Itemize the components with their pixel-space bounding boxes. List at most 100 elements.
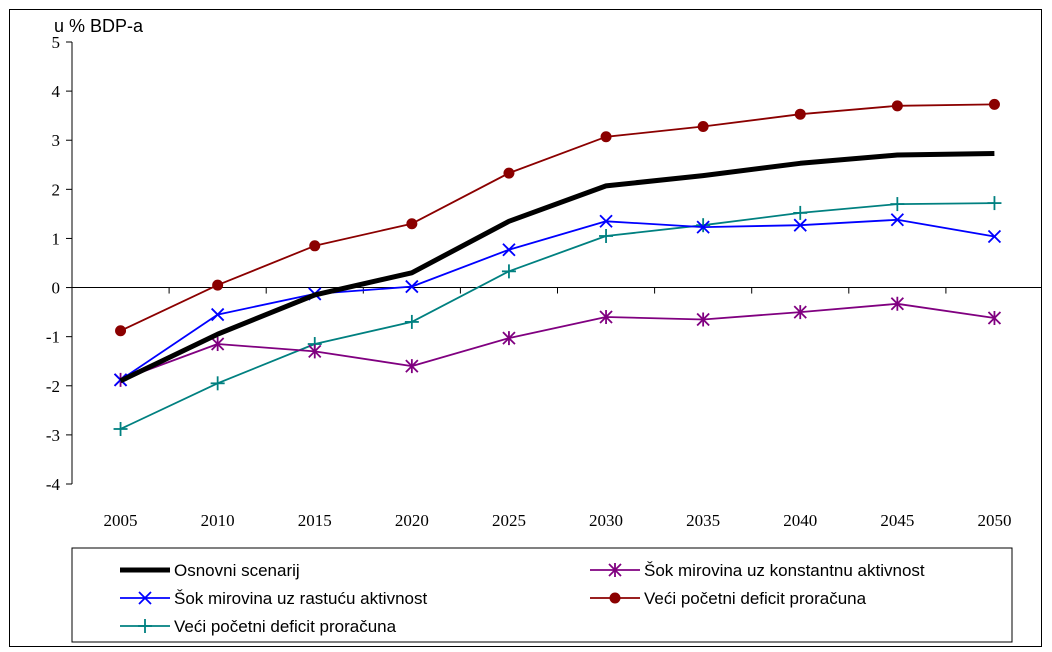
legend-item: Šok mirovina uz rastuću aktivnost <box>120 589 427 608</box>
data-point <box>113 421 128 436</box>
data-point <box>503 167 515 179</box>
x-tick-label: 2035 <box>686 511 720 530</box>
data-point <box>696 312 710 327</box>
data-point <box>987 311 1002 326</box>
legend-item: Veći početni deficit proračuna <box>590 589 867 608</box>
data-point <box>891 100 903 112</box>
point-marker <box>697 120 709 132</box>
series-4 <box>115 98 1000 337</box>
data-point <box>608 563 622 577</box>
series-3 <box>113 213 1002 387</box>
data-point <box>309 240 321 252</box>
point-marker <box>405 279 419 294</box>
x-tick-label: 2005 <box>104 511 138 530</box>
data-point <box>502 331 516 346</box>
x-tick-label: 2015 <box>298 511 332 530</box>
series-line <box>119 151 995 384</box>
point-marker <box>502 243 516 257</box>
y-tick-label: 2 <box>52 180 61 199</box>
x-tick-label: 2045 <box>880 511 914 530</box>
series-line <box>120 202 995 430</box>
data-point <box>210 376 225 391</box>
data-point <box>599 310 613 325</box>
data-point <box>793 305 807 320</box>
point-marker <box>609 592 621 604</box>
legend-item: Veći početni deficit proračuna <box>120 617 397 636</box>
data-point <box>696 218 711 233</box>
point-marker <box>696 220 710 234</box>
legend: Osnovni scenarij Šok mirovina uz konstant… <box>71 547 1013 643</box>
data-point <box>405 279 419 294</box>
y-tick-label: 3 <box>52 131 61 150</box>
data-point <box>793 218 807 232</box>
unit-label: u % BDP-a <box>54 16 144 36</box>
point-marker <box>212 279 224 291</box>
axes: u % BDP-a 5 4 3 2 1 0 -1 -2 -3 -4 2005 2010 2015 2020… <box>46 16 1041 530</box>
y-tick-label: -3 <box>46 426 60 445</box>
data-point <box>890 197 905 212</box>
series-2 <box>113 296 1002 387</box>
data-point <box>987 229 1002 244</box>
point-marker <box>988 98 1000 110</box>
y-tick-label: 4 <box>52 82 61 101</box>
point-marker <box>115 325 127 337</box>
point-marker <box>599 214 613 228</box>
data-point <box>890 213 904 227</box>
y-tick-label: 0 <box>52 279 61 298</box>
legend-label: Veći početni deficit proračuna <box>644 589 867 608</box>
y-tick-label: 5 <box>52 33 61 52</box>
point-marker <box>406 218 418 230</box>
x-tick-label: 2010 <box>201 511 235 530</box>
data-point <box>890 296 904 311</box>
data-point <box>609 592 621 604</box>
data-point <box>405 359 419 374</box>
series-layer <box>113 98 1002 436</box>
data-point <box>599 228 614 243</box>
line-chart: u % BDP-a 5 4 3 2 1 0 -1 -2 -3 -4 2005 2010 2015 2020… <box>46 16 1041 643</box>
series-5 <box>113 196 1002 436</box>
point-marker <box>987 229 1002 244</box>
series-line <box>119 218 995 381</box>
data-point <box>987 196 1002 211</box>
data-point <box>211 307 225 322</box>
data-point <box>502 243 516 257</box>
point-marker <box>890 213 904 227</box>
x-tick-label: 2030 <box>589 511 623 530</box>
legend-label: Veći početni deficit proračuna <box>174 617 397 636</box>
data-point <box>406 218 418 230</box>
point-marker <box>600 131 612 143</box>
data-point <box>696 220 710 234</box>
point-marker <box>211 307 225 322</box>
data-point <box>794 108 806 120</box>
data-point <box>138 619 152 633</box>
y-tick-label: -2 <box>46 377 60 396</box>
legend-box <box>71 547 1013 643</box>
chart-frame: u % BDP-a 5 4 3 2 1 0 -1 -2 -3 -4 2005 2010 2015 2020… <box>9 9 1042 647</box>
series-1 <box>119 151 995 384</box>
x-tick-label: 2020 <box>395 511 429 530</box>
data-point <box>600 131 612 143</box>
data-point <box>501 264 516 279</box>
point-marker <box>793 218 807 232</box>
data-point <box>308 344 322 359</box>
legend-item: Osnovni scenarij <box>120 561 300 580</box>
data-point <box>599 214 613 228</box>
legend-label: Šok mirovina uz konstantnu aktivnost <box>644 561 925 580</box>
data-point <box>988 98 1000 110</box>
data-point <box>115 325 127 337</box>
data-point <box>211 337 225 352</box>
x-tick-label: 2050 <box>977 511 1011 530</box>
point-marker <box>503 167 515 179</box>
data-point <box>138 591 152 605</box>
data-point <box>212 279 224 291</box>
legend-label: Osnovni scenarij <box>174 561 300 580</box>
x-tick-label: 2040 <box>783 511 817 530</box>
data-point <box>404 314 419 329</box>
y-tick-label: 1 <box>52 229 61 248</box>
y-tick-label: -1 <box>46 328 60 347</box>
point-marker <box>309 240 321 252</box>
point-marker <box>891 100 903 112</box>
point-marker <box>794 108 806 120</box>
x-tick-label: 2025 <box>492 511 526 530</box>
data-point <box>697 120 709 132</box>
